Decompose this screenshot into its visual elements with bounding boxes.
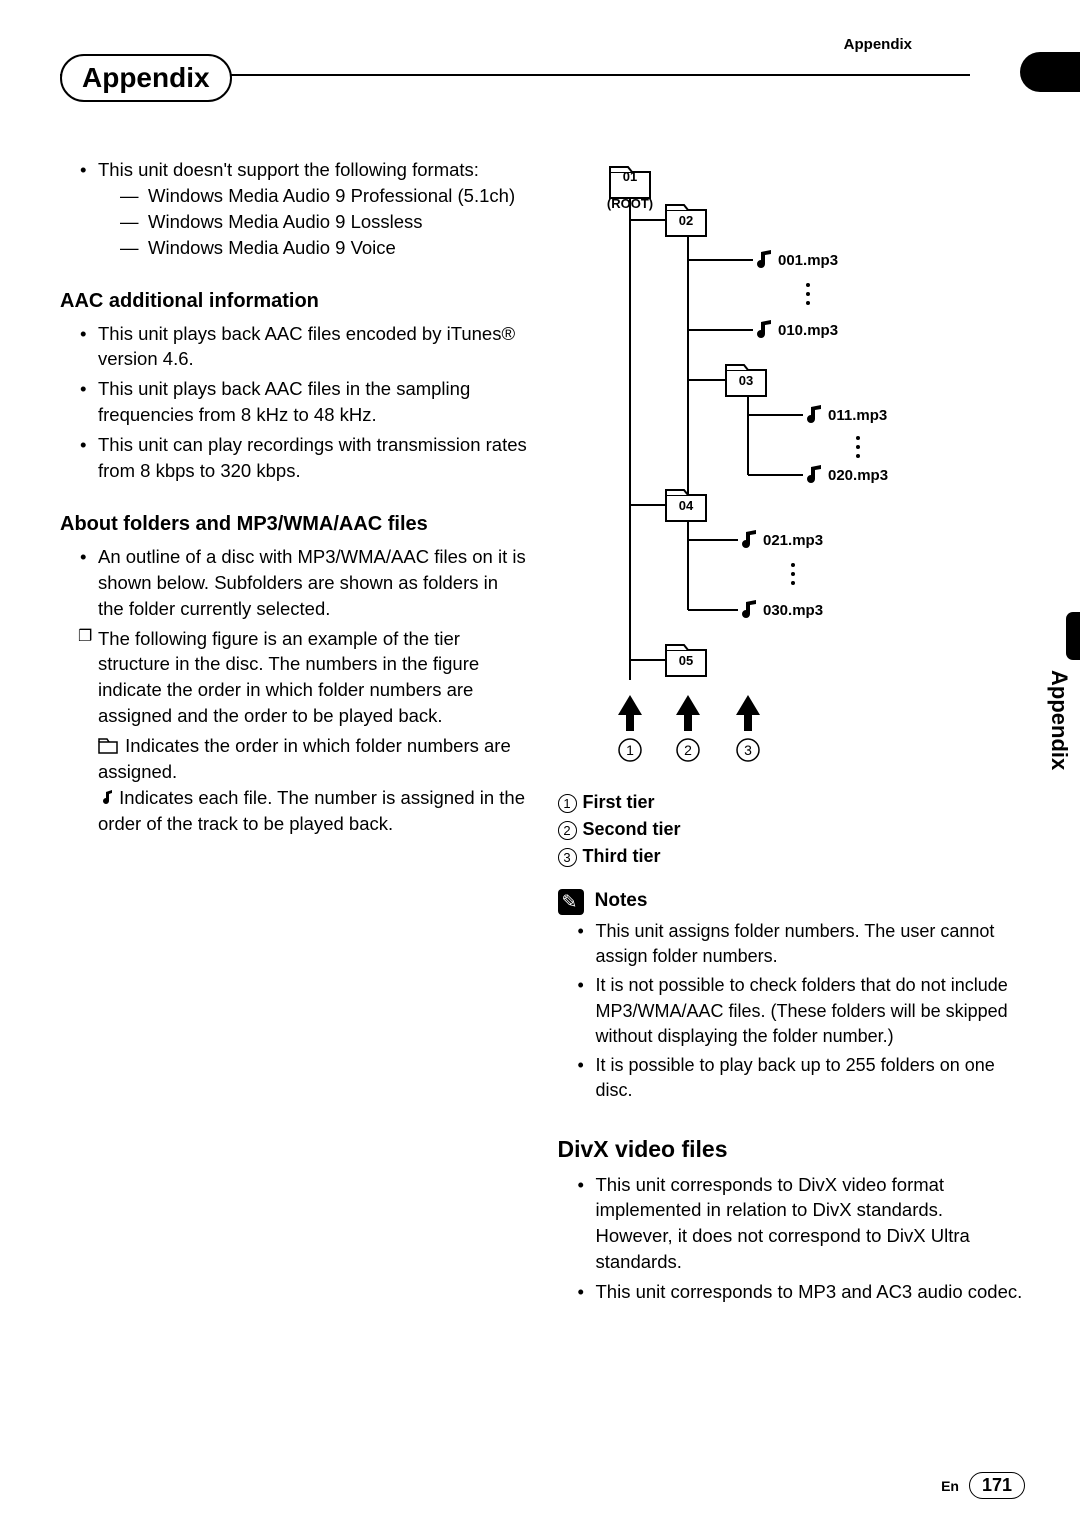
- folder-tree-diagram: 01 (ROOT) 02 001.mp3 010.mp3 03 011.mp3 …: [558, 165, 978, 765]
- text: The following figure is an example of th…: [98, 628, 479, 727]
- note-item: It is possible to play back up to 255 fo…: [578, 1053, 1026, 1103]
- aac-item: This unit plays back AAC files encoded b…: [80, 321, 528, 373]
- folders-square-item: The following figure is an example of th…: [80, 626, 528, 730]
- folder-icon-explain: Indicates the order in which folder numb…: [60, 733, 528, 785]
- note-item: It is not possible to check folders that…: [578, 973, 1026, 1049]
- tier-item: 3 Third tier: [558, 844, 1026, 869]
- tier-legend: 1 First tier 2 Second tier 3 Third tier: [558, 790, 1026, 870]
- text: Second tier: [583, 819, 681, 839]
- aac-heading: AAC additional information: [60, 287, 528, 315]
- svg-text:2: 2: [684, 742, 692, 758]
- divx-heading: DivX video files: [558, 1133, 1026, 1165]
- file-icon-explain: Indicates each file. The number is assig…: [60, 785, 528, 837]
- svg-text:021.mp3: 021.mp3: [763, 532, 823, 549]
- tier-item: 2 Second tier: [558, 817, 1026, 842]
- folder-outline-icon: [98, 736, 120, 754]
- right-column: 01 (ROOT) 02 001.mp3 010.mp3 03 011.mp3 …: [558, 157, 1026, 1309]
- footer-lang: En: [941, 1478, 959, 1494]
- corner-tab: [1020, 52, 1080, 92]
- circled-number: 1: [558, 794, 577, 813]
- svg-text:04: 04: [678, 498, 693, 513]
- unsupported-intro: This unit doesn't support the following …: [80, 157, 528, 261]
- unsupported-item: Windows Media Audio 9 Lossless: [120, 209, 528, 235]
- unsupported-item: Windows Media Audio 9 Voice: [120, 235, 528, 261]
- pencil-icon: [558, 889, 584, 915]
- svg-text:030.mp3: 030.mp3: [763, 602, 823, 619]
- notes-heading: Notes: [595, 890, 648, 911]
- svg-text:01: 01: [622, 169, 636, 184]
- page-number: 171: [969, 1472, 1025, 1499]
- circled-number: 2: [558, 821, 577, 840]
- svg-text:(ROOT): (ROOT): [606, 196, 652, 211]
- svg-text:05: 05: [678, 653, 692, 668]
- page-title: Appendix: [82, 62, 210, 94]
- svg-text:02: 02: [678, 213, 692, 228]
- unsupported-item: Windows Media Audio 9 Professional (5.1c…: [120, 183, 528, 209]
- section-header-box: Appendix: [60, 54, 232, 102]
- svg-text:011.mp3: 011.mp3: [828, 407, 887, 424]
- text: Indicates each file. The number is assig…: [98, 787, 525, 834]
- note-item: This unit assigns folder numbers. The us…: [578, 919, 1026, 969]
- tier-item: 1 First tier: [558, 790, 1026, 815]
- left-column: This unit doesn't support the following …: [60, 157, 538, 1309]
- text: First tier: [583, 792, 655, 812]
- svg-text:010.mp3: 010.mp3: [778, 322, 838, 339]
- svg-text:001.mp3: 001.mp3: [778, 252, 838, 269]
- svg-text:03: 03: [738, 373, 752, 388]
- aac-item: This unit can play recordings with trans…: [80, 432, 528, 484]
- top-appendix-label: Appendix: [844, 36, 912, 53]
- side-label: Appendix: [1046, 670, 1072, 770]
- divx-item: This unit corresponds to MP3 and AC3 aud…: [578, 1279, 1026, 1305]
- text: Third tier: [583, 846, 661, 866]
- text: Indicates the order in which folder numb…: [98, 735, 511, 782]
- svg-text:020.mp3: 020.mp3: [828, 467, 888, 484]
- page-footer: En 171: [941, 1472, 1025, 1499]
- folders-bullet: An outline of a disc with MP3/WMA/AAC fi…: [80, 544, 528, 622]
- divx-item: This unit corresponds to DivX video form…: [578, 1172, 1026, 1276]
- side-tab: [1066, 612, 1080, 660]
- aac-item: This unit plays back AAC files in the sa…: [80, 376, 528, 428]
- text: This unit doesn't support the following …: [98, 159, 479, 180]
- circled-number: 3: [558, 848, 577, 867]
- notes-heading-row: Notes: [558, 887, 1026, 915]
- svg-text:3: 3: [744, 742, 752, 758]
- svg-text:1: 1: [626, 742, 634, 758]
- music-note-icon: [98, 788, 114, 806]
- folders-heading: About folders and MP3/WMA/AAC files: [60, 510, 528, 538]
